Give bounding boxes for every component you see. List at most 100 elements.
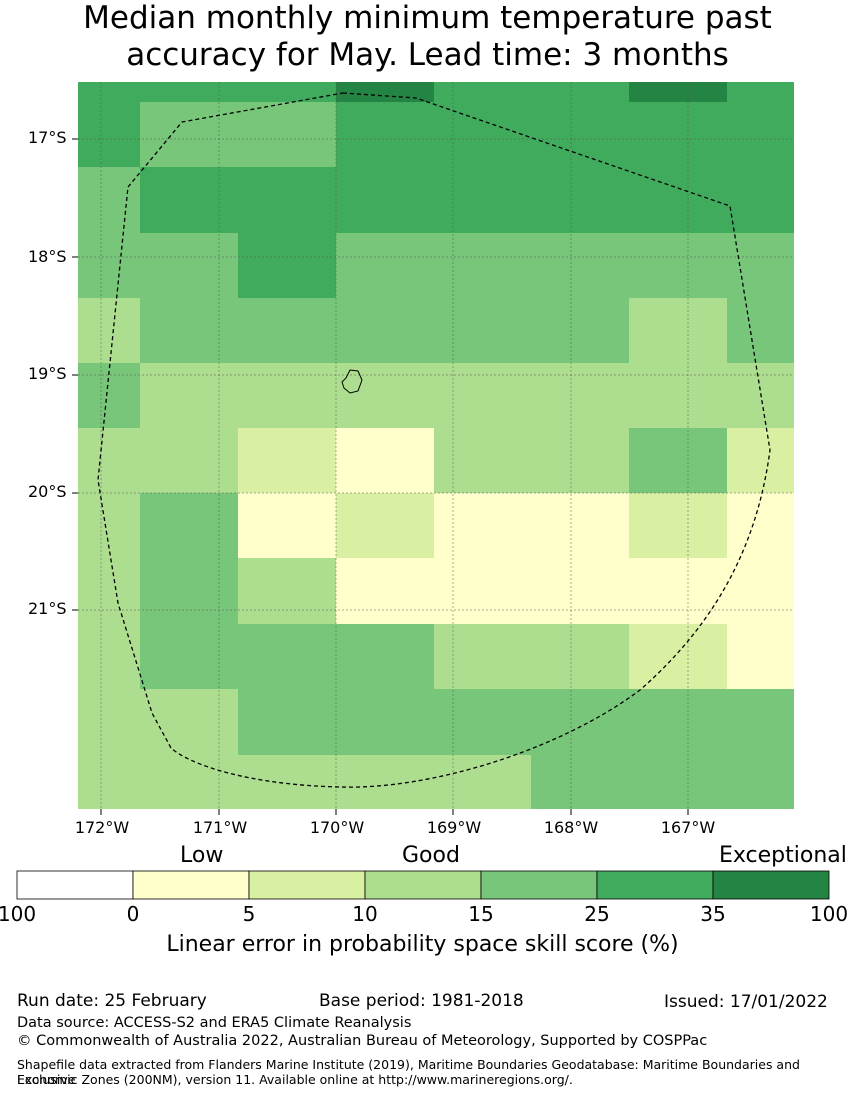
grid-cell: [434, 363, 531, 428]
grid-cell: [336, 102, 434, 167]
grid-cell: [629, 624, 727, 689]
grid-cell: [727, 82, 794, 102]
grid-cell: [629, 298, 727, 363]
grid-cell: [629, 428, 727, 493]
grid-cell: [434, 298, 531, 363]
grid-cell: [629, 233, 727, 298]
grid-cell: [78, 167, 140, 233]
grid-cell: [434, 493, 531, 558]
grid-cell: [727, 689, 794, 755]
grid-cell: [434, 82, 531, 102]
colorbar-tick: 15: [468, 902, 494, 926]
grid-cell: [434, 167, 531, 233]
lon-tick: 172°W: [74, 818, 130, 837]
lon-tick: 169°W: [426, 818, 482, 837]
grid-cell: [78, 102, 140, 167]
grid-cell: [727, 102, 794, 167]
colorbar-bin: [248, 870, 366, 900]
grid-cell: [531, 558, 629, 624]
grid-cell: [140, 102, 238, 167]
grid-cell: [140, 624, 238, 689]
lat-tick: 17°S: [28, 128, 67, 147]
grid-cell: [238, 558, 336, 624]
colorbar-bin: [596, 870, 714, 900]
colorbar-tick: 100: [0, 902, 37, 926]
grid-cell: [238, 493, 336, 558]
grid-cell: [434, 428, 531, 493]
grid-cell: [629, 689, 727, 755]
grid-cell: [727, 167, 794, 233]
grid-cell: [531, 167, 629, 233]
grid-cell: [531, 363, 629, 428]
grid-cell: [531, 689, 629, 755]
grid-cell: [78, 689, 140, 755]
lat-tick: 18°S: [28, 247, 67, 266]
grid-cell: [434, 755, 531, 809]
grid-cell: [238, 689, 336, 755]
grid-cell: [238, 233, 336, 298]
grid-cell: [336, 428, 434, 493]
run-date: Run date: 25 February: [17, 991, 207, 1011]
grid-cell: [336, 624, 434, 689]
grid-cell: [78, 233, 140, 298]
colorbar-bin: [712, 870, 830, 900]
graticule: [72, 82, 794, 815]
colorbar-tick: 5: [242, 902, 256, 926]
colorbar-axis-label: Linear error in probability space skill …: [166, 932, 679, 957]
category-low: Low: [180, 843, 224, 868]
grid-cell: [78, 755, 140, 809]
grid-cell: [140, 233, 238, 298]
grid-cell: [531, 298, 629, 363]
grid-cell: [78, 428, 140, 493]
grid-cell: [434, 624, 531, 689]
grid-cell: [140, 755, 238, 809]
category-exceptional: Exceptional: [719, 843, 847, 868]
title-line-2: accuracy for May. Lead time: 3 months: [126, 37, 729, 73]
grid-cell: [140, 558, 238, 624]
grid-cell: [238, 755, 336, 809]
eez-boundary: [97, 92, 771, 788]
grid-cell: [531, 624, 629, 689]
title-line-1: Median monthly minimum temperature past: [83, 0, 772, 36]
grid-cell: [78, 82, 140, 102]
grid-cell: [140, 493, 238, 558]
colorbar-tick: 25: [584, 902, 610, 926]
grid-cell: [336, 493, 434, 558]
shapefile-line-1: Shapefile data extracted from Flanders M…: [17, 1057, 800, 1087]
grid-cell: [140, 363, 238, 428]
grid-cell: [140, 298, 238, 363]
category-good: Good: [402, 843, 460, 868]
grid-cell: [336, 363, 434, 428]
grid-cell: [531, 755, 629, 809]
grid-cell: [727, 233, 794, 298]
grid-cell: [336, 167, 434, 233]
colorbar-tick: 35: [700, 902, 726, 926]
grid-cell: [727, 755, 794, 809]
base-period: Base period: 1981-2018: [319, 991, 524, 1011]
grid-cell: [140, 689, 238, 755]
grid-cell: [629, 493, 727, 558]
grid-cell: [336, 689, 434, 755]
grid-cell: [434, 102, 531, 167]
lon-tick: 170°W: [309, 818, 365, 837]
grid-cell: [336, 82, 434, 102]
grid-cell: [531, 102, 629, 167]
grid-cell: [336, 233, 434, 298]
grid-cell: [140, 167, 238, 233]
map-title: Median monthly minimum temperature past …: [0, 0, 855, 74]
colorbar-bin: [16, 870, 134, 900]
island-outline: [341, 369, 363, 394]
colorbar-bin: [132, 870, 250, 900]
grid-cell: [531, 82, 629, 102]
grid-cell: [629, 82, 727, 102]
grid-cell: [238, 428, 336, 493]
grid-cell: [140, 82, 238, 102]
grid-cell: [531, 428, 629, 493]
grid-cell: [727, 493, 794, 558]
grid-cell: [336, 298, 434, 363]
lat-tick: 19°S: [28, 364, 67, 383]
grid-cell: [727, 298, 794, 363]
colorbar-tick: 100: [809, 902, 849, 926]
copyright: © Commonwealth of Australia 2022, Austra…: [17, 1033, 708, 1049]
